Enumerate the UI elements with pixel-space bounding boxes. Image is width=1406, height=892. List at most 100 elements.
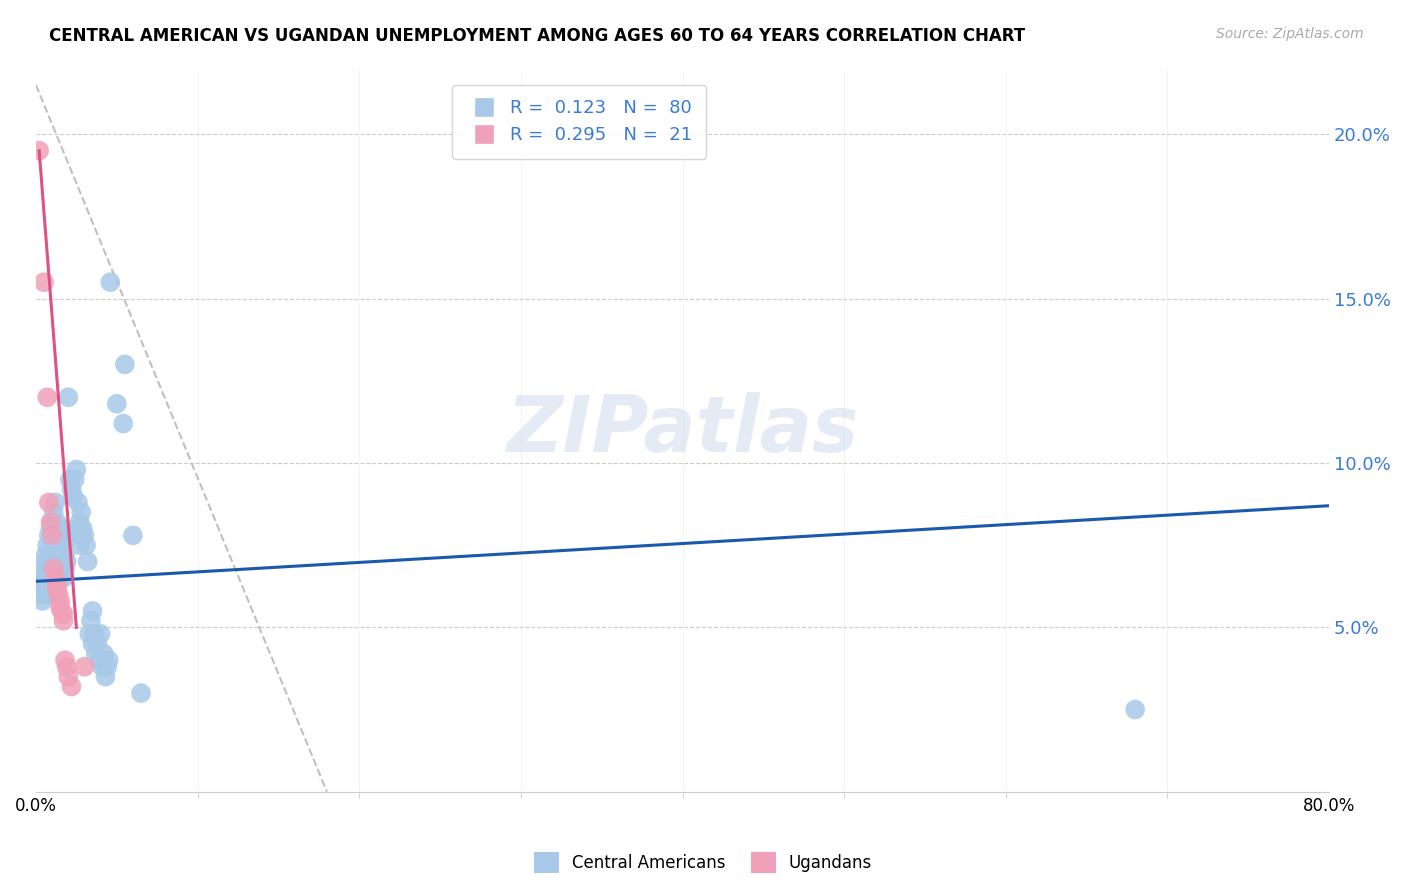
Point	[42, 561, 65, 575]
Point	[41, 538, 63, 552]
Point	[37, 538, 59, 552]
Point	[39, 515, 62, 529]
Point	[83, 627, 105, 641]
Point	[73, 528, 96, 542]
Point	[55, 660, 77, 674]
Point	[114, 357, 136, 371]
Point	[60, 483, 83, 497]
Point	[87, 653, 110, 667]
Point	[49, 528, 72, 542]
Point	[39, 577, 62, 591]
Point	[70, 505, 93, 519]
Text: CENTRAL AMERICAN VS UGANDAN UNEMPLOYMENT AMONG AGES 60 TO 64 YEARS CORRELATION C: CENTRAL AMERICAN VS UGANDAN UNEMPLOYMENT…	[49, 27, 1025, 45]
Point	[112, 417, 135, 431]
Point	[94, 670, 117, 684]
Point	[46, 581, 69, 595]
Point	[41, 515, 63, 529]
Point	[82, 637, 104, 651]
Point	[53, 561, 76, 575]
Point	[30, 587, 52, 601]
Point	[44, 555, 66, 569]
Point	[49, 571, 72, 585]
Point	[52, 571, 75, 585]
Point	[1123, 702, 1146, 716]
Point	[34, 548, 56, 562]
Point	[96, 660, 118, 674]
Point	[84, 647, 107, 661]
Point	[62, 489, 84, 503]
Point	[34, 571, 56, 585]
Point	[38, 528, 60, 542]
Point	[31, 571, 53, 585]
Point	[51, 522, 73, 536]
Point	[91, 660, 114, 674]
Point	[69, 538, 91, 552]
Point	[72, 522, 94, 536]
Point	[51, 555, 73, 569]
Point	[49, 594, 72, 608]
Point	[44, 495, 66, 509]
Point	[37, 390, 59, 404]
Point	[52, 538, 75, 552]
Point	[42, 528, 65, 542]
Point	[122, 528, 145, 542]
Point	[52, 614, 75, 628]
Point	[42, 505, 65, 519]
Point	[97, 653, 120, 667]
Legend: Central Americans, Ugandans: Central Americans, Ugandans	[527, 846, 879, 880]
Point	[32, 275, 55, 289]
Point	[105, 397, 128, 411]
Point	[49, 600, 72, 615]
Point	[28, 144, 51, 158]
Point	[38, 495, 60, 509]
Point	[28, 577, 51, 591]
Point	[66, 495, 89, 509]
Point	[37, 577, 59, 591]
Point	[51, 604, 73, 618]
Point	[34, 555, 56, 569]
Point	[48, 538, 70, 552]
Legend: R =  0.123   N =  80, R =  0.295   N =  21: R = 0.123 N = 80, R = 0.295 N = 21	[451, 85, 706, 159]
Point	[44, 522, 66, 536]
Point	[58, 390, 80, 404]
Point	[90, 627, 112, 641]
Point	[55, 528, 77, 542]
Point	[66, 522, 89, 536]
Point	[32, 561, 55, 575]
Text: Source: ZipAtlas.com: Source: ZipAtlas.com	[1216, 27, 1364, 41]
Point	[53, 653, 76, 667]
Point	[37, 561, 59, 575]
Point	[93, 647, 115, 661]
Point	[44, 571, 66, 585]
Text: ZIPatlas: ZIPatlas	[506, 392, 859, 468]
Point	[79, 627, 101, 641]
Point	[65, 462, 87, 476]
Point	[53, 548, 76, 562]
Point	[38, 571, 60, 585]
Point	[46, 515, 69, 529]
Point	[38, 587, 60, 601]
Point	[31, 594, 53, 608]
Point	[32, 587, 55, 601]
Point	[48, 587, 70, 601]
Point	[76, 555, 98, 569]
Point	[39, 555, 62, 569]
Point	[58, 670, 80, 684]
Point	[73, 660, 96, 674]
Point	[80, 614, 103, 628]
Point	[46, 548, 69, 562]
Point	[42, 561, 65, 575]
Point	[60, 680, 83, 694]
Point	[69, 515, 91, 529]
Point	[48, 561, 70, 575]
Point	[55, 555, 77, 569]
Point	[82, 604, 104, 618]
Point	[52, 607, 75, 622]
Point	[70, 528, 93, 542]
Point	[41, 522, 63, 536]
Point	[63, 472, 86, 486]
Point	[75, 538, 97, 552]
Point	[32, 581, 55, 595]
Point	[30, 581, 52, 595]
Point	[39, 522, 62, 536]
